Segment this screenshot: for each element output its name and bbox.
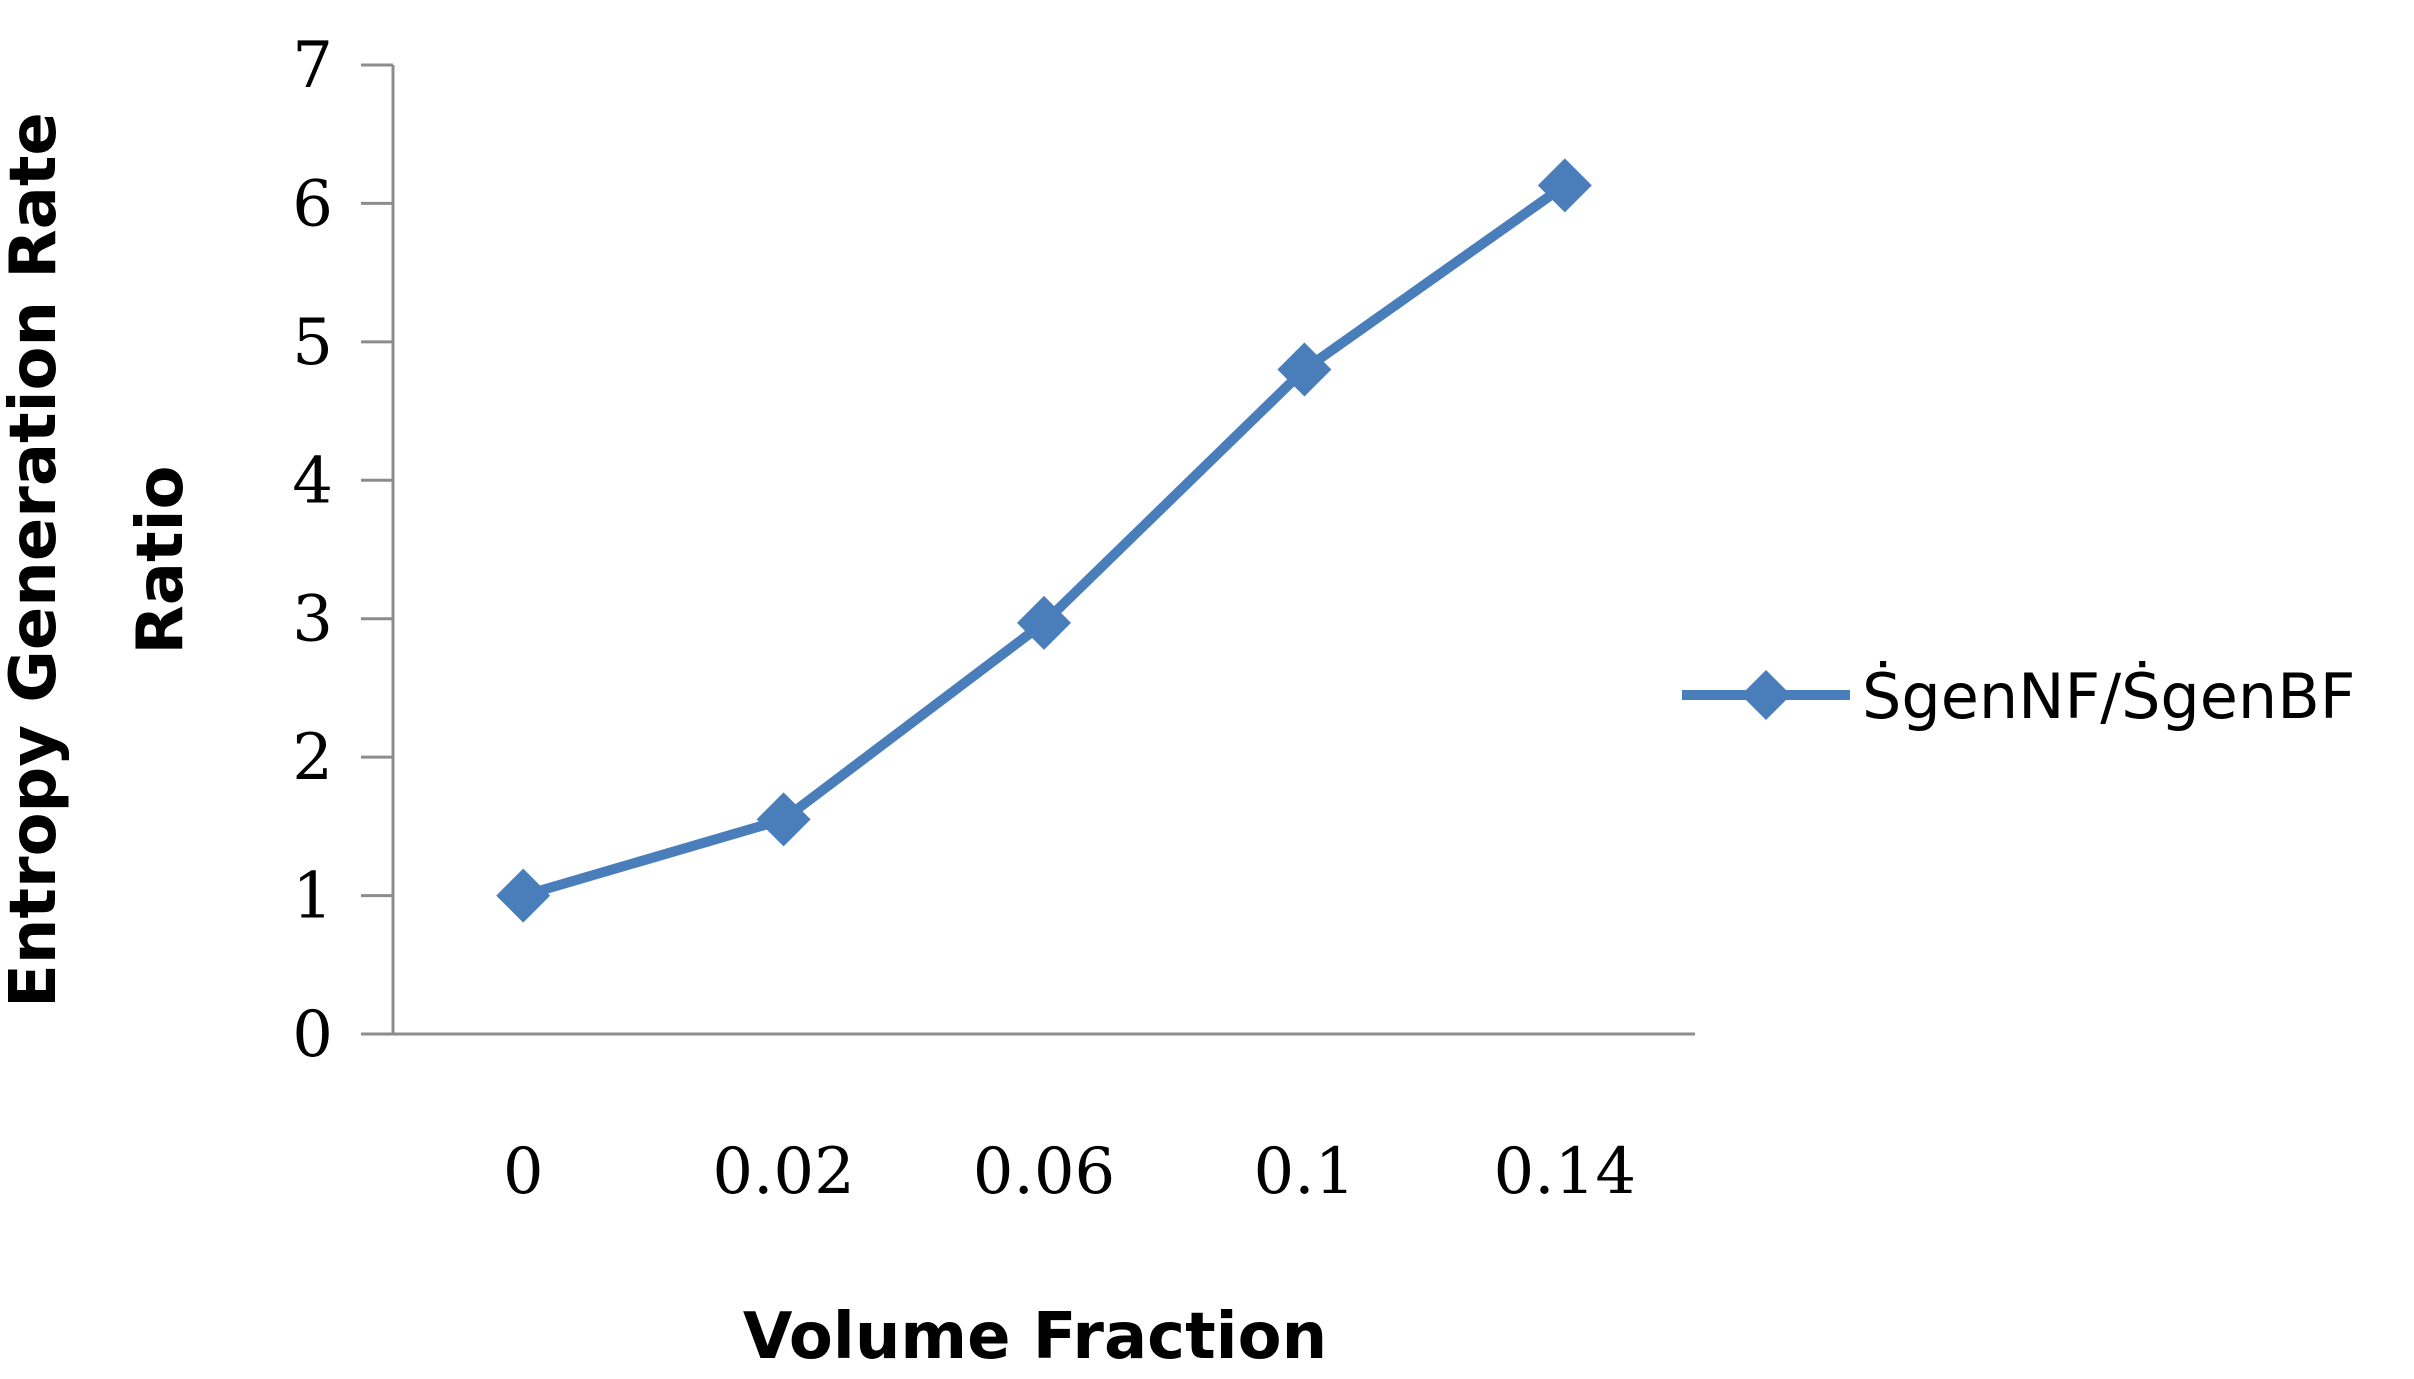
- y-tick-label: 1: [292, 860, 333, 934]
- y-tick-label: 4: [292, 444, 333, 518]
- y-tick-label: 7: [292, 29, 333, 103]
- data-point-marker: [1017, 595, 1071, 650]
- x-tick-label: 0.02: [712, 1135, 855, 1209]
- data-point-marker: [1277, 342, 1332, 397]
- y-tick-label: 0: [292, 998, 333, 1072]
- y-axis-title-line-1: Entropy Generation Rate: [0, 112, 71, 1008]
- data-point-marker: [756, 792, 811, 847]
- x-tick-label: 0.14: [1494, 1135, 1637, 1209]
- series-layer: [496, 158, 1592, 923]
- data-point-marker: [1537, 158, 1592, 213]
- y-axis-title-line-2: Ratio: [124, 466, 198, 655]
- legend: ṠgenNF/ṠgenBF: [1682, 660, 2355, 733]
- y-axis-ticks: 0 1 2 3 4 5 6 7: [292, 29, 393, 1072]
- x-tick-label: 0.1: [1254, 1135, 1356, 1209]
- y-tick-label: 3: [292, 583, 333, 657]
- legend-label: ṠgenNF/ṠgenBF: [1862, 660, 2355, 733]
- x-axis-ticks: 0 0.02 0.06 0.1 0.14: [503, 1135, 1636, 1209]
- y-tick-label: 2: [292, 721, 333, 795]
- x-tick-label: 0: [503, 1135, 544, 1209]
- y-tick-label: 5: [292, 306, 333, 380]
- axes: [361, 65, 1695, 1036]
- legend-marker-swatch: [1741, 670, 1791, 720]
- x-tick-label: 0.06: [973, 1135, 1116, 1209]
- data-point-marker: [496, 868, 551, 923]
- x-axis-title: Volume Fraction: [743, 1300, 1327, 1374]
- y-tick-label: 6: [292, 167, 333, 241]
